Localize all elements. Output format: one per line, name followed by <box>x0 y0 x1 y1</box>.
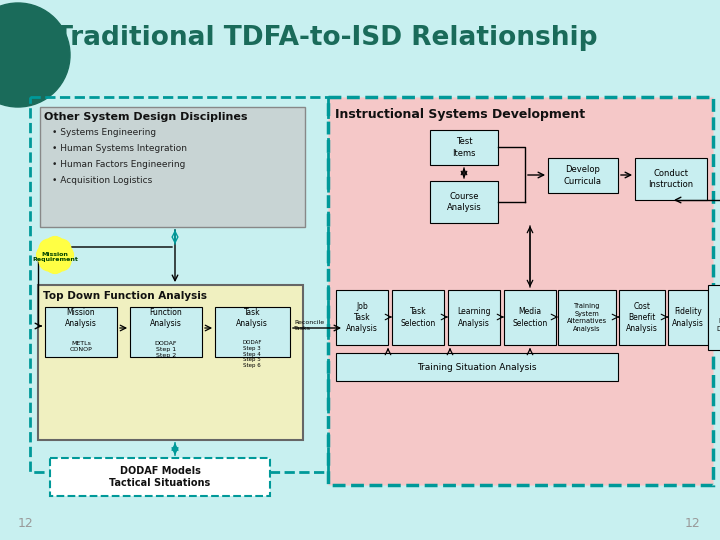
Text: Course
Analysis: Course Analysis <box>446 192 482 212</box>
Bar <box>430 181 498 223</box>
Text: Training
System
Alternatives
Analysis: Training System Alternatives Analysis <box>567 303 607 332</box>
Bar <box>504 290 556 345</box>
Bar <box>635 158 707 200</box>
Circle shape <box>52 239 71 258</box>
Bar <box>336 353 618 381</box>
Circle shape <box>0 3 70 107</box>
Text: Mission
Analysis: Mission Analysis <box>65 308 97 328</box>
Circle shape <box>45 237 65 256</box>
Bar <box>392 290 444 345</box>
Bar <box>668 290 708 345</box>
Bar <box>130 307 202 357</box>
Text: 12: 12 <box>18 517 34 530</box>
Bar <box>558 290 616 345</box>
Text: • Systems Engineering: • Systems Engineering <box>52 128 156 137</box>
Bar <box>45 307 117 357</box>
Circle shape <box>39 252 58 271</box>
Text: Other System Design Disciplines: Other System Design Disciplines <box>44 112 248 122</box>
Bar <box>430 130 498 165</box>
Bar <box>328 97 713 485</box>
Circle shape <box>48 248 62 262</box>
Text: • Human Systems Integration: • Human Systems Integration <box>52 144 187 153</box>
Circle shape <box>45 254 65 273</box>
Bar <box>708 285 720 350</box>
Text: Instructional Systems Development: Instructional Systems Development <box>335 108 585 121</box>
Text: Traditional TDFA-to-ISD Relationship: Traditional TDFA-to-ISD Relationship <box>55 25 598 51</box>
Bar <box>40 107 305 227</box>
Circle shape <box>54 245 73 265</box>
Bar <box>548 158 618 193</box>
Text: Top Down Function Analysis: Top Down Function Analysis <box>43 291 207 301</box>
Text: Conduct
Instruction: Conduct Instruction <box>649 169 693 189</box>
Bar <box>215 307 290 357</box>
Text: Job
Task
Analysis: Job Task Analysis <box>346 302 378 333</box>
Bar <box>448 290 500 345</box>
Text: DODAF
Step 3
Step 4
Step 5
Step 6: DODAF Step 3 Step 4 Step 5 Step 6 <box>242 340 262 368</box>
Text: Function
Analysis: Function Analysis <box>150 308 182 328</box>
Bar <box>38 285 303 440</box>
Text: Cost
Benefit
Analysis: Cost Benefit Analysis <box>626 302 658 333</box>
Text: • Human Factors Engineering: • Human Factors Engineering <box>52 160 185 169</box>
Text: Reconcile
Tasks: Reconcile Tasks <box>294 320 324 331</box>
Text: Fidelity
Analysis: Fidelity Analysis <box>672 307 704 328</box>
Text: Develop
Curricula: Develop Curricula <box>564 165 602 186</box>
Bar <box>619 290 665 345</box>
Text: Learning
Analysis: Learning Analysis <box>457 307 491 328</box>
Text: Mission
Requirement: Mission Requirement <box>32 252 78 262</box>
Text: Media
Selection: Media Selection <box>513 307 548 328</box>
Bar <box>336 290 388 345</box>
Circle shape <box>37 245 56 265</box>
Circle shape <box>52 252 71 271</box>
Text: 12: 12 <box>684 517 700 530</box>
Text: DODAF Models
Tactical Situations: DODAF Models Tactical Situations <box>109 466 211 488</box>
Text: Training Situation Analysis: Training Situation Analysis <box>418 362 536 372</box>
Circle shape <box>39 239 58 258</box>
Text: • Acquisition Logistics: • Acquisition Logistics <box>52 176 152 185</box>
Bar <box>50 458 270 496</box>
Text: Task
Analysis: Task Analysis <box>236 308 268 328</box>
Text: Test
Items: Test Items <box>452 138 476 158</box>
Bar <box>30 97 328 472</box>
Text: METLs
CONOP: METLs CONOP <box>70 341 92 352</box>
Text: DODAF
Step 1
Step 2: DODAF Step 1 Step 2 <box>155 341 177 357</box>
Text: Task
Selection: Task Selection <box>400 307 436 328</box>
Text: Training
System
Functional
Description: Training System Functional Description <box>716 303 720 332</box>
